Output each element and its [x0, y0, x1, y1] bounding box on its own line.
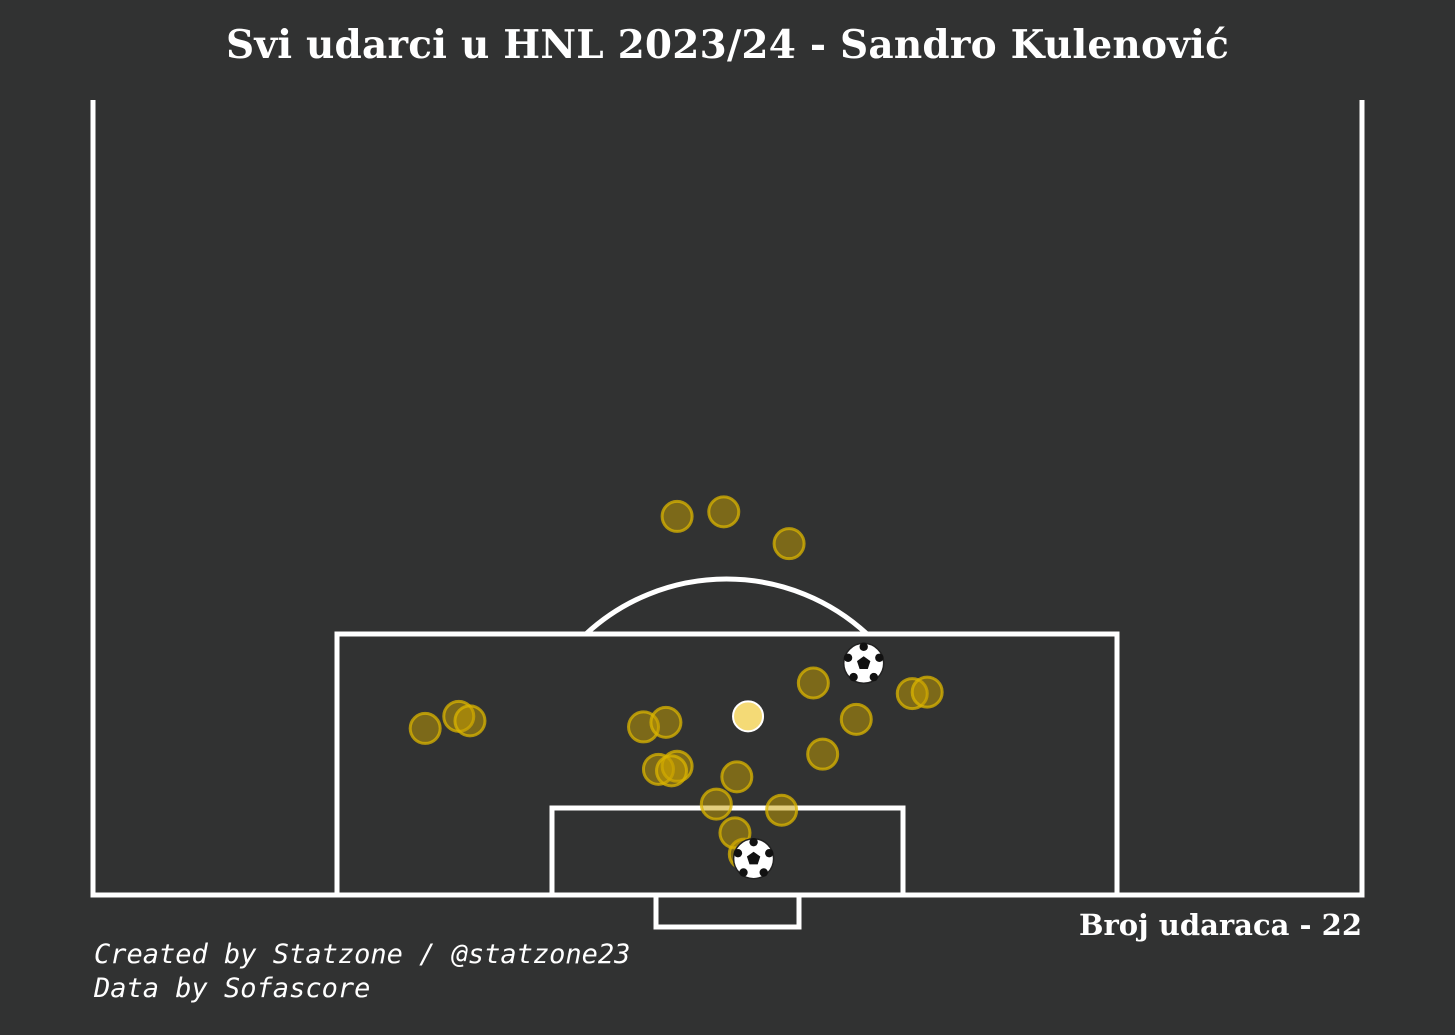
credit-line-created: Created by Statzone / @statzone23: [94, 939, 631, 970]
chart-title: Svi udarci u HNL 2023/24 - Sandro Kuleno…: [225, 22, 1230, 68]
shot-marker-14: [910, 675, 944, 709]
shot-marker-11: [839, 702, 873, 736]
goal-shot-ball-1: [842, 642, 885, 685]
shot-marker-17: [453, 704, 487, 738]
shot-count-label: Broj udaraca - 22: [1079, 908, 1362, 942]
penalty-arc: [584, 576, 869, 636]
shot-marker-8: [649, 705, 683, 739]
shot-marker-10: [806, 737, 840, 771]
shot-marker-18: [660, 499, 694, 533]
shot-marker-20: [772, 527, 806, 561]
shot-marker-9: [720, 760, 754, 794]
shot-marker-15: [408, 711, 442, 745]
shot-marker-19: [707, 495, 741, 529]
highlight-shot-marker: [732, 700, 765, 733]
shot-marker-1: [718, 816, 752, 850]
shot-marker-2: [699, 787, 733, 821]
credits: Created by Statzone / @statzone23 Data b…: [94, 938, 630, 1006]
shot-marker-12: [796, 666, 830, 700]
shots-layer: [408, 495, 944, 880]
goal: [653, 892, 802, 930]
goal-shot-ball-0: [732, 837, 775, 880]
shot-marker-3: [765, 793, 799, 827]
shot-marker-6: [655, 754, 689, 788]
credit-line-data: Data by Sofascore: [94, 973, 371, 1004]
